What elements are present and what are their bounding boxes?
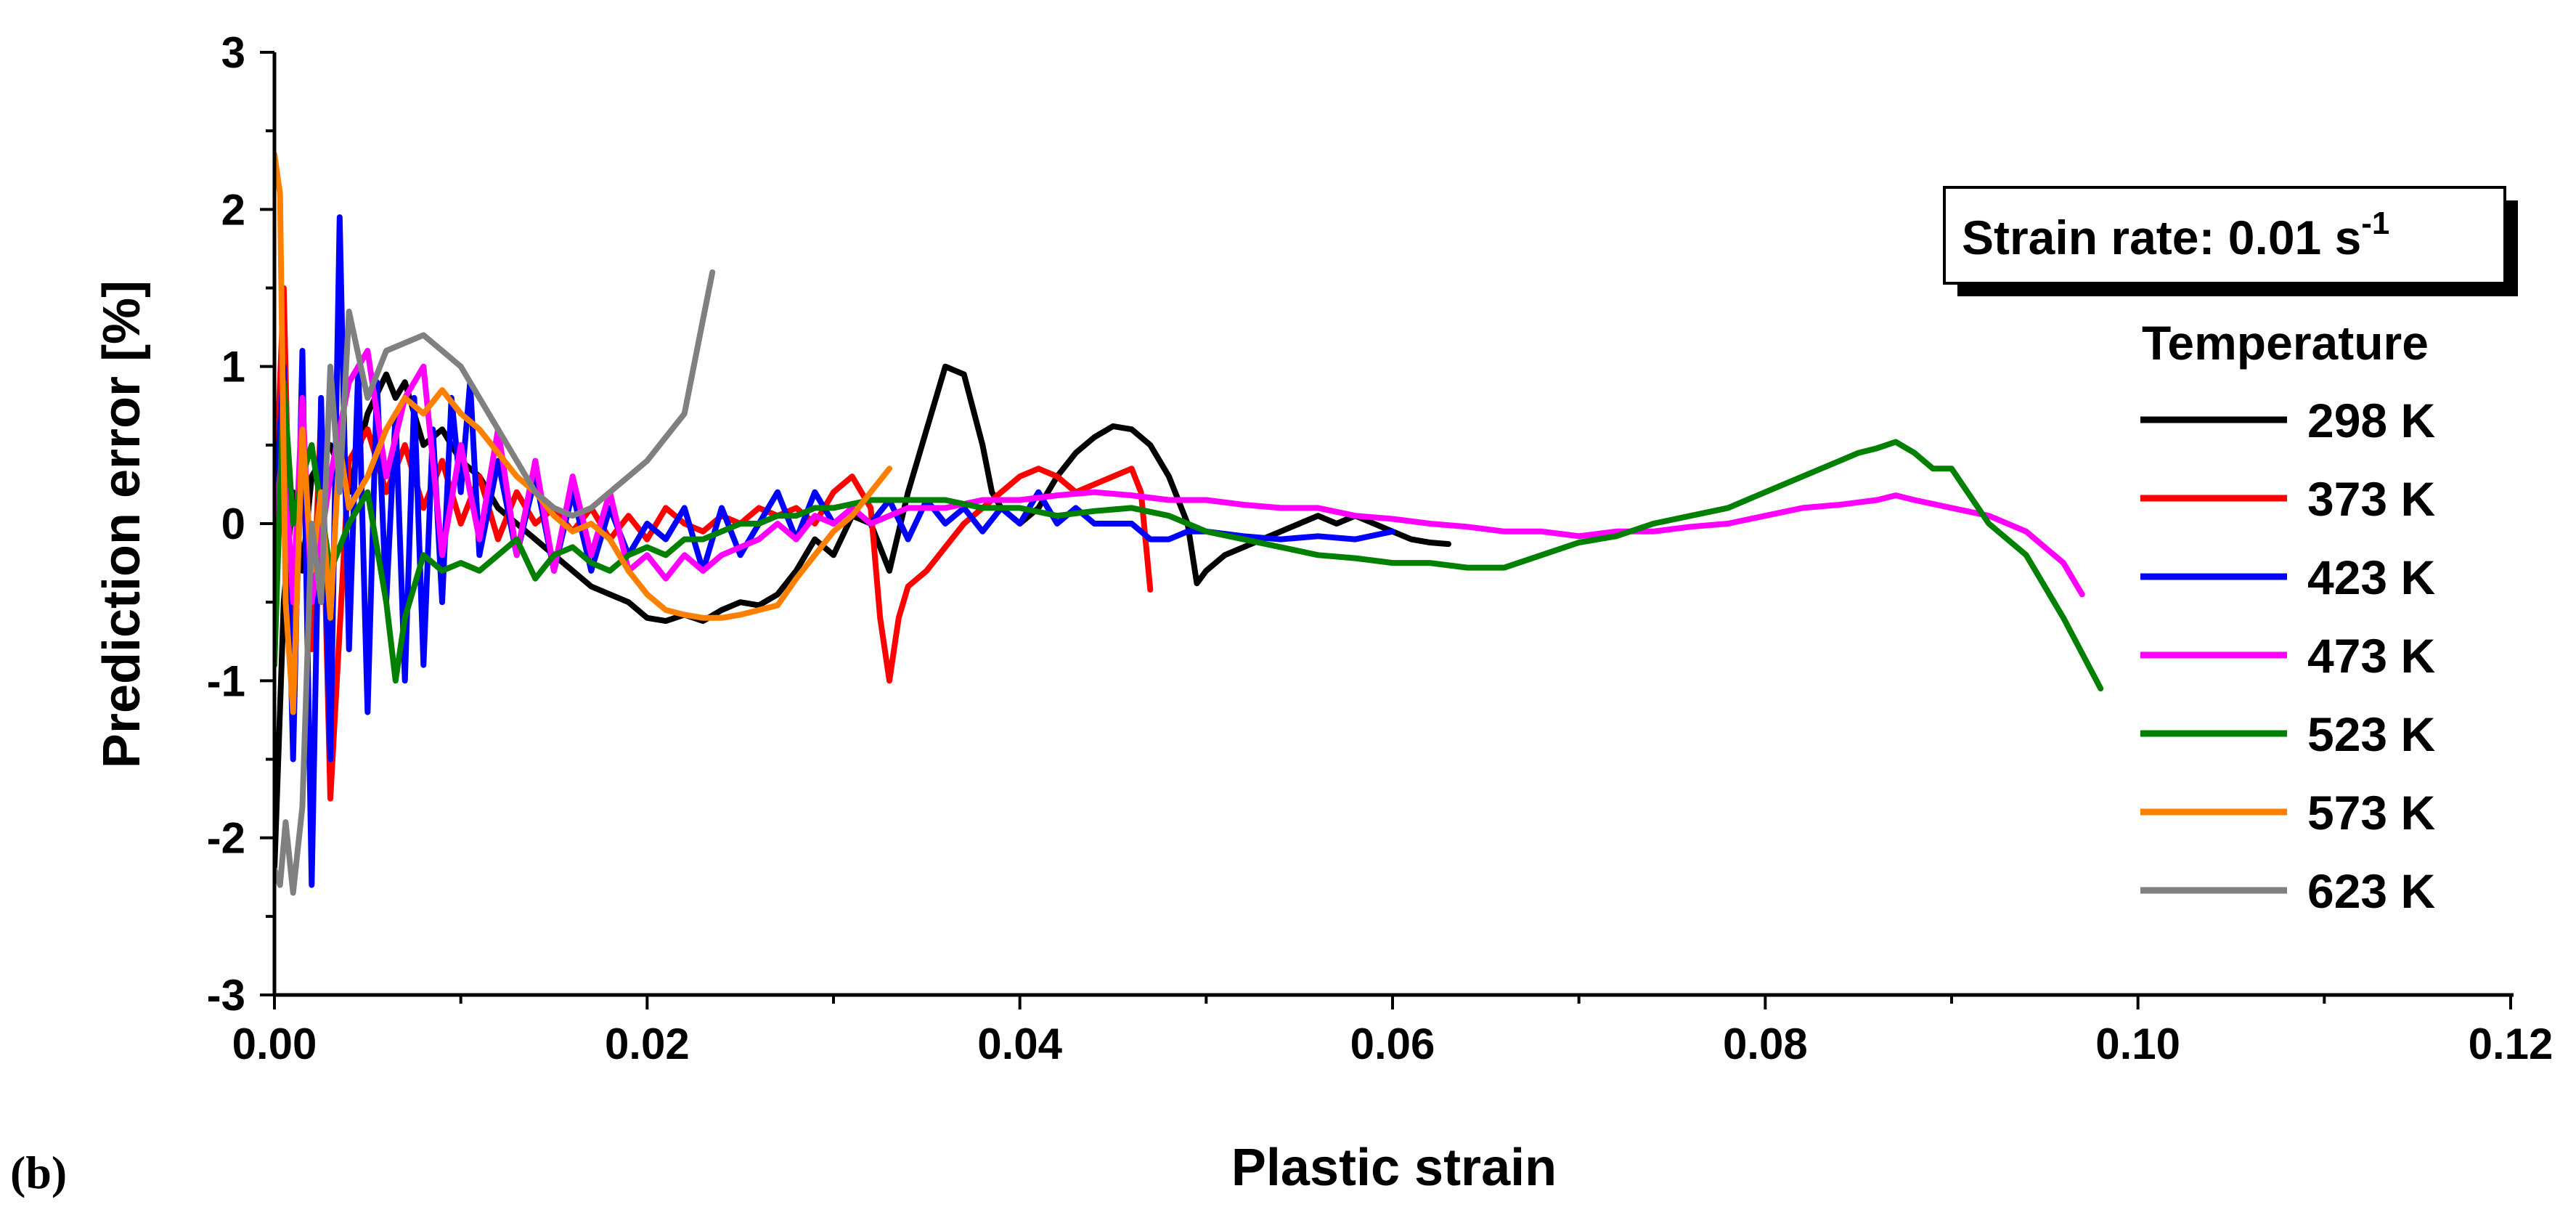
series-line-523-k	[274, 379, 2104, 692]
y-tick-label: -1	[207, 657, 245, 705]
y-tick-label: -2	[207, 814, 245, 863]
annotation-text: Strain rate: 0.01 s-1	[1962, 206, 2389, 264]
strain-rate-annotation: Strain rate: 0.01 s-1	[1943, 186, 2518, 296]
legend-label: 623 K	[2307, 864, 2435, 918]
y-tick-label: -3	[207, 971, 245, 1020]
x-tick-label: 0.12	[2469, 1020, 2553, 1068]
annotation-box	[1943, 186, 2506, 285]
y-tick-label: 0	[221, 500, 245, 548]
x-ticks: 0.00 0.02 0.04 0.06 0.08 0.10 0.12	[232, 995, 2553, 1068]
legend-label: 373 K	[2307, 472, 2435, 526]
y-ticks: -3 -2 -1 0 1 2 3	[207, 28, 274, 1020]
panel-label: (b)	[10, 1147, 67, 1198]
y-axis-title: Prediction error [%]	[93, 280, 151, 768]
series-line-423-k	[274, 214, 1395, 888]
legend-title: Temperature	[2142, 316, 2429, 370]
legend-items: 298 K 373 K 423 K 473 K 523 K 573 K 623 K	[2140, 394, 2435, 918]
x-axis-title: Plastic strain	[1231, 1139, 1557, 1197]
y-tick-label: 3	[221, 28, 245, 77]
series-layer	[274, 151, 2104, 896]
legend-label: 523 K	[2307, 707, 2435, 761]
legend-label: 298 K	[2307, 394, 2435, 447]
legend-label: 573 K	[2307, 786, 2435, 840]
legend-label: 473 K	[2307, 629, 2435, 683]
series-line-473-k	[274, 348, 2085, 606]
annotation-superscript: -1	[2361, 206, 2389, 241]
x-tick-label: 0.06	[1350, 1020, 1435, 1068]
x-tick-label: 0.02	[605, 1020, 690, 1068]
y-tick-label: 1	[221, 343, 245, 391]
x-tick-label: 0.00	[232, 1020, 317, 1068]
legend: Temperature 298 K 373 K 423 K 473 K 523 K 573…	[2140, 316, 2435, 918]
y-tick-label: 2	[221, 185, 245, 234]
annotation-main-text: Strain rate: 0.01 s	[1962, 211, 2361, 264]
series-line-623-k	[274, 269, 716, 896]
legend-label: 423 K	[2307, 550, 2435, 604]
x-tick-label: 0.08	[1723, 1020, 1808, 1068]
x-tick-label: 0.04	[977, 1020, 1062, 1068]
x-tick-label: 0.10	[2095, 1020, 2180, 1068]
